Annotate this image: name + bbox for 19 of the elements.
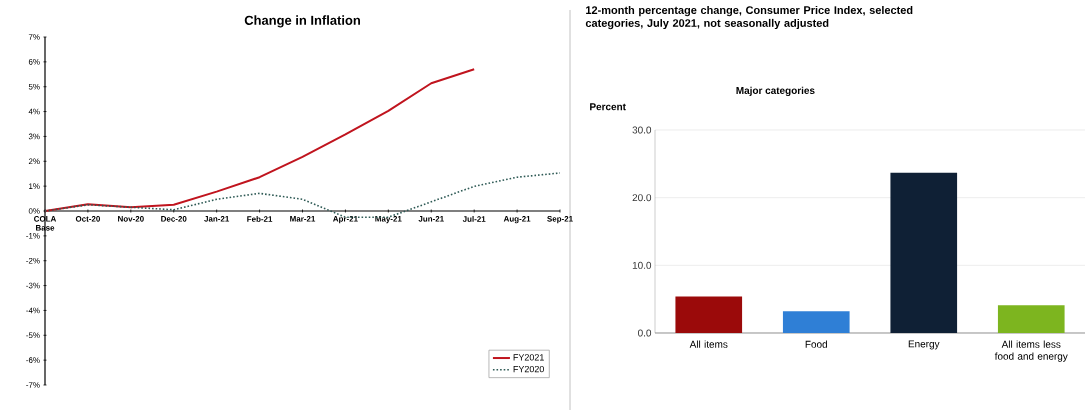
bar (675, 296, 743, 333)
bar (890, 172, 958, 333)
bar (782, 311, 850, 333)
x-tick-label: All items less food and energy (994, 340, 1068, 362)
y-tick-label: 30.0 (632, 126, 652, 134)
x-tick-label: Food (805, 340, 827, 348)
y-axis-title: Percent (590, 103, 626, 111)
y-tick-label: 20.0 (632, 194, 652, 202)
chart-title: 12-month percentage change, Consumer Price Index, selected categories, July 2021, not seasonally adjusted (585, 5, 913, 30)
chart-subtitle: Major categories (736, 86, 815, 97)
bar (997, 305, 1065, 333)
legend-label: FY2021 (513, 354, 544, 361)
x-tick-label: All items (689, 340, 728, 348)
y-tick-label: 0.0 (638, 329, 652, 337)
x-tick-label: Energy (908, 340, 940, 350)
chart-title: Change in Inflation (244, 15, 360, 28)
y-tick-label: 10.0 (632, 261, 652, 269)
legend-label: FY2020 (513, 365, 544, 373)
line-series (45, 68, 476, 212)
